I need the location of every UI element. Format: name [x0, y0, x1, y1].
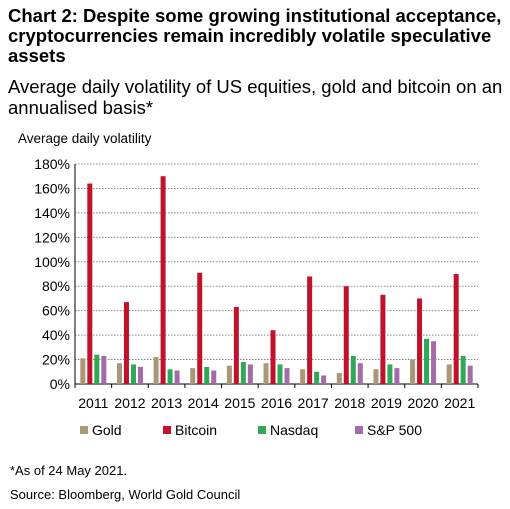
legend-label: Bitcoin: [175, 422, 217, 438]
legend-swatch: [80, 426, 88, 434]
bar-gold-2014: [190, 368, 196, 384]
bar-s-p-500-2016: [284, 368, 290, 384]
bar-nasdaq-2011: [94, 354, 100, 384]
bar-gold-2011: [80, 358, 86, 384]
x-tick-label: 2016: [261, 395, 292, 411]
bar-s-p-500-2012: [137, 366, 143, 384]
bar-nasdaq-2012: [130, 364, 136, 384]
bar-s-p-500-2011: [101, 355, 107, 384]
bar-s-p-500-2021: [467, 365, 473, 384]
chart-title: Chart 2: Despite some growing institutio…: [8, 5, 502, 66]
bar-gold-2016: [263, 363, 269, 384]
footnote: *As of 24 May 2021.: [10, 463, 128, 478]
y-tick-label: 40%: [42, 327, 70, 343]
y-axis-label: Average daily volatility: [18, 131, 152, 146]
bar-s-p-500-2020: [431, 341, 437, 384]
bar-nasdaq-2015: [240, 362, 246, 384]
bar-s-p-500-2019: [394, 368, 400, 384]
x-tick-label: 2013: [151, 395, 182, 411]
bar-nasdaq-2017: [314, 371, 320, 384]
x-tick-label: 2011: [78, 395, 108, 411]
bar-nasdaq-2014: [204, 366, 210, 384]
bar-gold-2021: [446, 364, 452, 384]
legend-swatch: [355, 426, 363, 434]
bar-s-p-500-2014: [211, 370, 217, 384]
y-tick-label: 60%: [42, 303, 70, 319]
bar-bitcoin-2015: [233, 307, 239, 384]
x-tick-label: 2019: [371, 395, 402, 411]
legend-label: Nasdaq: [270, 422, 318, 438]
bar-nasdaq-2019: [387, 364, 393, 384]
legend-label: S&P 500: [367, 422, 422, 438]
legend-swatch: [258, 426, 266, 434]
bar-s-p-500-2013: [174, 370, 180, 384]
bar-gold-2015: [226, 365, 232, 384]
legend-swatch: [163, 426, 171, 434]
x-tick-label: 2021: [444, 395, 475, 411]
x-tick-label: 2020: [407, 395, 438, 411]
bar-bitcoin-2019: [380, 294, 386, 384]
bar-bitcoin-2016: [270, 330, 276, 384]
bar-nasdaq-2020: [424, 338, 430, 384]
bar-bitcoin-2021: [453, 274, 459, 384]
bar-nasdaq-2021: [460, 355, 466, 384]
bar-bitcoin-2018: [343, 286, 349, 384]
y-tick-label: 100%: [34, 254, 70, 270]
bar-s-p-500-2017: [321, 375, 327, 384]
bar-gold-2019: [373, 369, 379, 384]
source-note: Source: Bloomberg, World Gold Council: [10, 487, 241, 502]
bar-bitcoin-2020: [417, 298, 423, 384]
legend-label: Gold: [92, 422, 122, 438]
bar-s-p-500-2015: [247, 364, 253, 384]
x-tick-label: 2015: [224, 395, 255, 411]
bar-nasdaq-2016: [277, 364, 283, 384]
bar-s-p-500-2018: [357, 363, 363, 384]
bar-bitcoin-2012: [123, 302, 129, 384]
y-tick-label: 0%: [50, 376, 70, 392]
bar-gold-2020: [410, 359, 416, 384]
y-tick-label: 160%: [34, 180, 70, 196]
bar-bitcoin-2017: [307, 276, 313, 384]
bar-bitcoin-2011: [87, 183, 93, 384]
bar-nasdaq-2013: [167, 369, 173, 384]
y-tick-label: 120%: [34, 229, 70, 245]
x-tick-label: 2012: [114, 395, 145, 411]
bar-gold-2013: [153, 357, 159, 384]
y-tick-label: 80%: [42, 278, 70, 294]
bar-gold-2012: [116, 363, 122, 384]
x-tick-label: 2017: [298, 395, 329, 411]
bar-gold-2018: [336, 373, 342, 384]
y-tick-label: 180%: [34, 156, 70, 172]
bar-bitcoin-2014: [197, 272, 203, 384]
y-tick-label: 140%: [34, 205, 70, 221]
bar-nasdaq-2018: [350, 355, 356, 384]
x-tick-label: 2014: [188, 395, 219, 411]
bar-gold-2017: [300, 369, 306, 384]
chart-subtitle: Average daily volatility of US equities,…: [8, 76, 503, 118]
y-tick-label: 20%: [42, 352, 70, 368]
x-tick-label: 2018: [334, 395, 365, 411]
bar-bitcoin-2013: [160, 176, 166, 384]
